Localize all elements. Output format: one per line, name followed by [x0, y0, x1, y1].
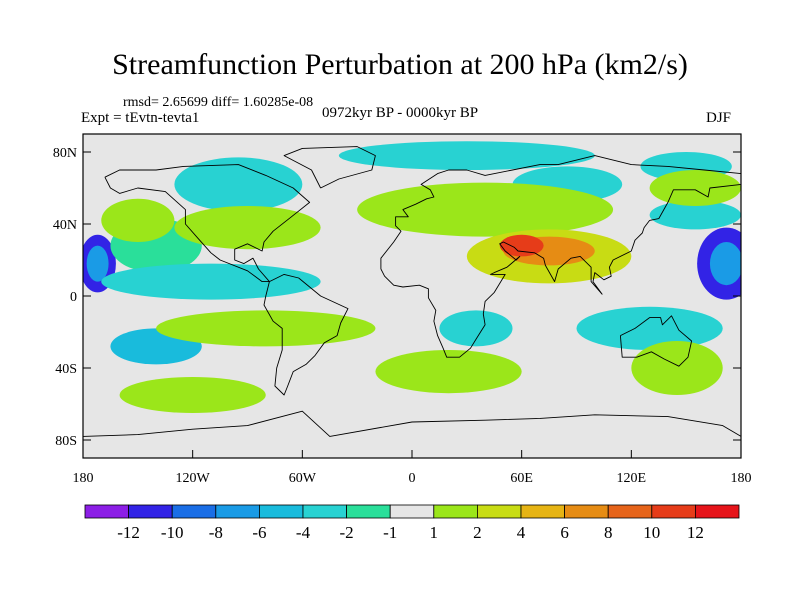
colorbar-label: -8 — [209, 523, 223, 542]
colorbar-label: 1 — [430, 523, 439, 542]
colorbar-label: -6 — [252, 523, 266, 542]
contour-region-16 — [174, 206, 321, 250]
coast-antarctica — [83, 410, 741, 437]
contour-region-14 — [576, 306, 723, 350]
lon-label: 120E — [617, 471, 647, 486]
lon-label: 180 — [731, 471, 752, 486]
coastlines — [83, 146, 741, 437]
contour-region-3 — [709, 242, 741, 286]
colorbar-swatch — [433, 504, 478, 519]
colorbar-swatch — [302, 504, 347, 519]
coast-greenland — [283, 146, 376, 189]
colorbar-label: -10 — [161, 523, 184, 542]
colorbar-label: -2 — [340, 523, 354, 542]
colorbar-swatch — [258, 504, 304, 519]
colorbar: -12 -10 -8 -6 -4 -2 -1 1 2 4 6 8 10 12 — [84, 504, 740, 542]
colorbar-label: 4 — [517, 523, 526, 542]
contour-region-13 — [439, 310, 513, 347]
colorbar-label: -12 — [117, 523, 140, 542]
lon-label: 120W — [176, 471, 211, 486]
contour-region-23 — [119, 377, 266, 413]
colorbar-label: 6 — [560, 523, 569, 542]
period-label: 0972kyr BP - 0000kyr BP — [322, 105, 479, 121]
colorbar-swatch — [389, 504, 435, 519]
colorbar-swatch — [695, 504, 740, 519]
colorbar-swatch — [128, 504, 173, 519]
season-label: DJF — [706, 110, 732, 126]
colorbar-label: 12 — [687, 523, 704, 542]
lat-label: 0 — [70, 290, 77, 305]
contour-map — [83, 134, 741, 458]
contour-region-1 — [86, 245, 109, 282]
lon-label: 60E — [510, 471, 533, 486]
colorbar-label: 8 — [604, 523, 613, 542]
contour-region-25 — [631, 341, 723, 395]
coast-north-america — [104, 164, 311, 283]
colorbar-label: 10 — [643, 523, 660, 542]
colorbar-swatch — [564, 504, 609, 519]
lon-label: 180 — [73, 471, 94, 486]
contour-region-21 — [499, 234, 544, 257]
contour-region-24 — [649, 170, 741, 206]
contour-region-22 — [375, 350, 522, 394]
contour-region-17 — [156, 310, 376, 347]
contour-region-5 — [174, 157, 303, 212]
coast-australia — [619, 315, 693, 367]
colorbar-label: -1 — [383, 523, 397, 542]
coast-africa-eurasia — [380, 155, 741, 358]
lat-label: 40N — [53, 218, 77, 233]
lon-label: 0 — [409, 471, 416, 486]
contour-region-6 — [101, 263, 321, 300]
lat-label: 40S — [55, 362, 77, 377]
contour-region-18 — [357, 182, 614, 237]
colorbar-swatch — [520, 504, 565, 519]
axis-ticks: 80N 40N 0 40S 80S 180 120W 60W 0 60E 120E 180 — [53, 146, 752, 486]
colorbar-swatch — [607, 504, 653, 519]
colorbar-label: -4 — [296, 523, 311, 542]
lat-label: 80S — [55, 434, 77, 449]
coast-south-america — [263, 273, 349, 396]
colorbar-label: 2 — [473, 523, 482, 542]
contour-region-8 — [338, 141, 595, 171]
plot-title: Streamfunction Perturbation at 200 hPa (… — [112, 48, 688, 81]
colorbar-swatch — [346, 504, 391, 519]
colorbar-swatch — [171, 504, 217, 519]
contour-region-15 — [101, 198, 175, 242]
lat-label: 80N — [53, 146, 77, 161]
experiment-label: Expt = tEvtn-tevta1 — [81, 110, 200, 126]
lon-label: 60W — [289, 471, 317, 486]
contour-region-11 — [649, 200, 741, 230]
colorbar-swatch — [215, 504, 260, 519]
colorbar-swatch — [651, 504, 696, 519]
rmsd-diff-stats: rmsd= 2.65699 diff= 1.60285e-08 — [123, 95, 314, 110]
colorbar-swatch — [476, 504, 522, 519]
colorbar-swatch — [84, 504, 129, 519]
